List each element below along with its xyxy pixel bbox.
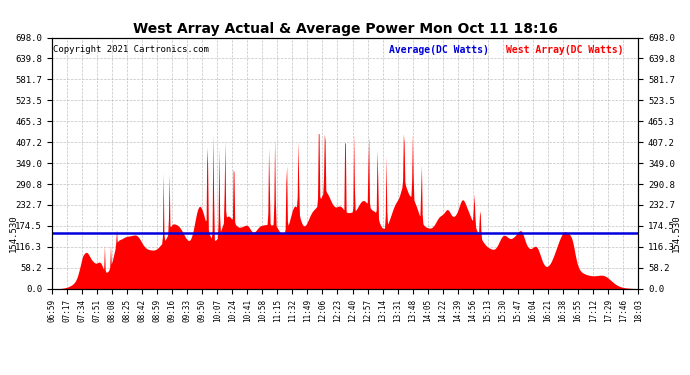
Title: West Array Actual & Average Power Mon Oct 11 18:16: West Array Actual & Average Power Mon Oc… [132, 22, 558, 36]
Text: Copyright 2021 Cartronics.com: Copyright 2021 Cartronics.com [53, 45, 209, 54]
Text: Average(DC Watts): Average(DC Watts) [389, 45, 489, 55]
Text: West Array(DC Watts): West Array(DC Watts) [506, 45, 624, 55]
Text: 154.530: 154.530 [672, 214, 681, 252]
Text: 154.530: 154.530 [9, 214, 18, 252]
